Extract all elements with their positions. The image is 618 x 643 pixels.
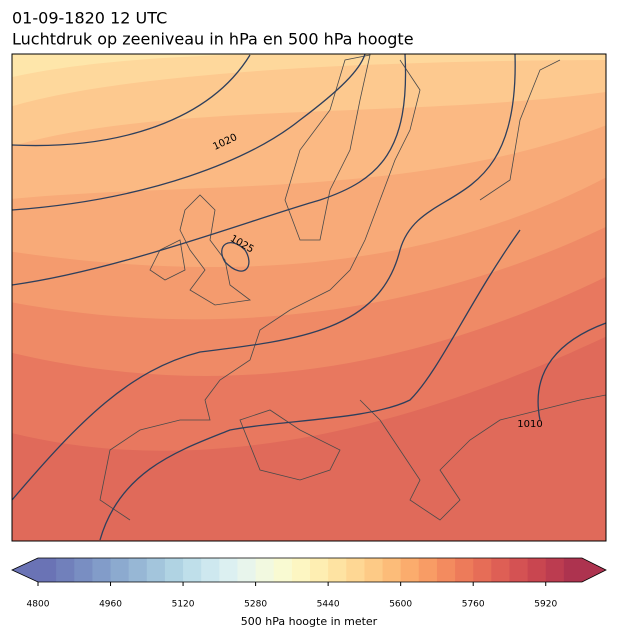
colorbar-segment [164, 558, 184, 582]
colorbar-segment [328, 558, 347, 582]
colorbar-segment [563, 558, 583, 582]
colorbar-tick-label: 4960 [99, 600, 122, 610]
colorbar-segment [74, 558, 93, 582]
colorbar-segment [92, 558, 112, 582]
colorbar-segment [436, 558, 456, 582]
colorbar-segment [418, 558, 438, 582]
colorbar: 4800 4960 5120 5280 5440 5600 5760 5920 [11, 557, 607, 610]
colorbar-segment [545, 558, 565, 582]
colorbar-extend [12, 558, 38, 582]
colorbar-label: 500 hPa hoogte in meter [241, 615, 378, 628]
subtitle: Luchtdruk op zeeniveau in hPa en 500 hPa… [12, 30, 414, 49]
colorbar-tick-label: 5120 [172, 600, 195, 610]
colorbar-tick-label: 5600 [389, 600, 412, 610]
colorbar-segment [237, 558, 257, 582]
colorbar-segment [382, 558, 402, 582]
colorbar-segment [455, 558, 474, 582]
band [12, 54, 606, 107]
colorbar-tick-label: 4800 [27, 600, 50, 610]
colorbar-segment [364, 558, 384, 582]
colorbar-tick-label: 5440 [317, 600, 340, 610]
colorbar-extend [582, 558, 606, 582]
band [12, 54, 300, 78]
colorbar-segment [346, 558, 365, 582]
isobar-label: 1010 [517, 419, 542, 430]
colorbar-segment [56, 558, 75, 582]
colorbar-tick-label: 5280 [244, 600, 267, 610]
colorbar-tick-label: 5920 [534, 600, 557, 610]
isobars [12, 54, 606, 541]
colorbar-segment [183, 558, 202, 582]
map-frame [11, 53, 607, 542]
colorbar-segment [473, 558, 492, 582]
colorbar-segment [146, 558, 166, 582]
coastlines [99, 54, 606, 521]
colorbar-segment [527, 558, 547, 582]
colorbar-segment [509, 558, 529, 582]
colorbar-segment [219, 558, 238, 582]
map [12, 54, 606, 541]
colorbar-tick-label: 5760 [462, 600, 485, 610]
title: 01-09-1820 12 UTC [12, 9, 167, 28]
colorbar-segment [310, 558, 329, 582]
colorbar-segment [110, 558, 130, 582]
colorbar-segment [201, 558, 220, 582]
colorbar-segment [491, 558, 510, 582]
colorbar-segment [400, 558, 420, 582]
colorbar-segment [291, 558, 311, 582]
colorbar-segment [38, 558, 57, 582]
colorbar-segment [273, 558, 293, 582]
colorbar-segment [128, 558, 148, 582]
colorbar-outline [11, 557, 607, 583]
colorbar-segment [255, 558, 275, 582]
